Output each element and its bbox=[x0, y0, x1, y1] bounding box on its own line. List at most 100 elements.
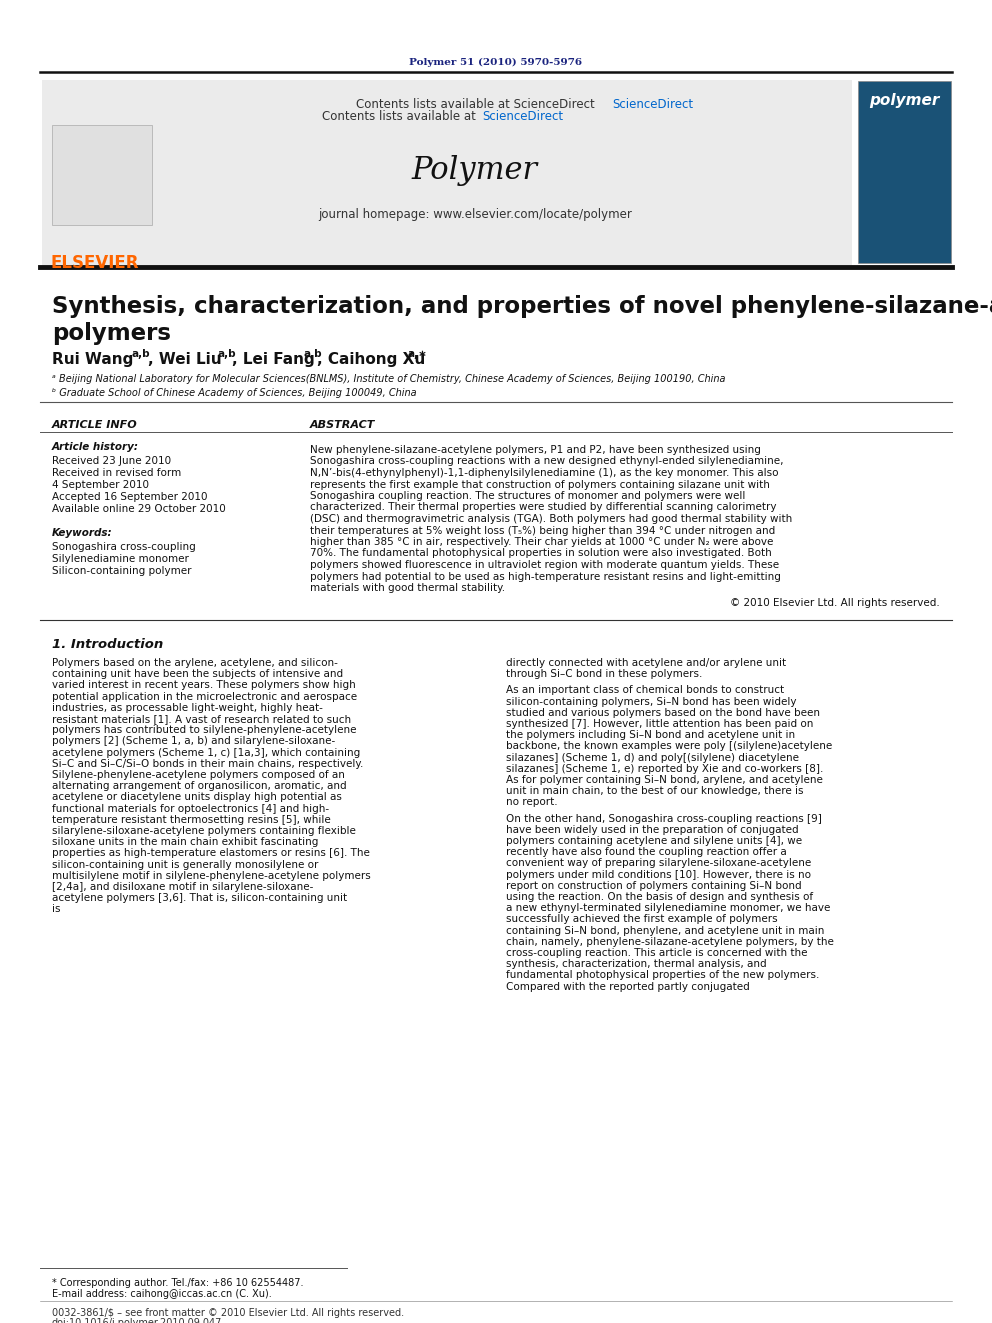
Text: acetylene polymers (Scheme 1, c) [1a,3], which containing: acetylene polymers (Scheme 1, c) [1a,3],… bbox=[52, 747, 360, 758]
Text: temperature resistant thermosetting resins [5], while: temperature resistant thermosetting resi… bbox=[52, 815, 330, 824]
Text: polymers containing acetylene and silylene units [4], we: polymers containing acetylene and silyle… bbox=[506, 836, 803, 845]
Text: studied and various polymers based on the bond have been: studied and various polymers based on th… bbox=[506, 708, 820, 718]
Bar bbox=[42, 79, 852, 265]
Text: materials with good thermal stability.: materials with good thermal stability. bbox=[310, 583, 505, 593]
Text: Polymer 51 (2010) 5970-5976: Polymer 51 (2010) 5970-5976 bbox=[410, 58, 582, 67]
Text: Silylene-phenylene-acetylene polymers composed of an: Silylene-phenylene-acetylene polymers co… bbox=[52, 770, 345, 781]
Text: Synthesis, characterization, and properties of novel phenylene-silazane-acetylen: Synthesis, characterization, and propert… bbox=[52, 295, 992, 318]
Text: silazanes] (Scheme 1, e) reported by Xie and co-workers [8].: silazanes] (Scheme 1, e) reported by Xie… bbox=[506, 763, 823, 774]
Text: * Corresponding author. Tel./fax: +86 10 62554487.: * Corresponding author. Tel./fax: +86 10… bbox=[52, 1278, 304, 1289]
Text: a,b: a,b bbox=[132, 349, 151, 359]
Text: polymers has contributed to silylene-phenylene-acetylene: polymers has contributed to silylene-phe… bbox=[52, 725, 356, 736]
Text: , Caihong Xu: , Caihong Xu bbox=[317, 352, 426, 366]
Text: Rui Wang: Rui Wang bbox=[52, 352, 133, 366]
Text: ELSEVIER: ELSEVIER bbox=[51, 254, 139, 273]
Bar bbox=[42, 105, 170, 261]
Text: a,b: a,b bbox=[218, 349, 237, 359]
Text: properties as high-temperature elastomers or resins [6]. The: properties as high-temperature elastomer… bbox=[52, 848, 370, 859]
Text: As an important class of chemical bonds to construct: As an important class of chemical bonds … bbox=[506, 685, 784, 696]
Text: functional materials for optoelectronics [4] and high-: functional materials for optoelectronics… bbox=[52, 803, 329, 814]
Text: have been widely used in the preparation of conjugated: have been widely used in the preparation… bbox=[506, 824, 799, 835]
Text: represents the first example that construction of polymers containing silazane u: represents the first example that constr… bbox=[310, 479, 770, 490]
Text: 0032-3861/$ – see front matter © 2010 Elsevier Ltd. All rights reserved.: 0032-3861/$ – see front matter © 2010 El… bbox=[52, 1308, 404, 1318]
Text: 4 September 2010: 4 September 2010 bbox=[52, 480, 149, 490]
Text: characterized. Their thermal properties were studied by differential scanning ca: characterized. Their thermal properties … bbox=[310, 503, 777, 512]
Text: polymers: polymers bbox=[52, 321, 171, 345]
Text: directly connected with acetylene and/or arylene unit: directly connected with acetylene and/or… bbox=[506, 658, 786, 668]
Text: Received 23 June 2010: Received 23 June 2010 bbox=[52, 456, 172, 466]
Text: fundamental photophysical properties of the new polymers.: fundamental photophysical properties of … bbox=[506, 970, 819, 980]
Text: polymers under mild conditions [10]. However, there is no: polymers under mild conditions [10]. How… bbox=[506, 869, 811, 880]
Text: polymers had potential to be used as high-temperature resistant resins and light: polymers had potential to be used as hig… bbox=[310, 572, 781, 582]
Text: silicon-containing polymers, Si–N bond has been widely: silicon-containing polymers, Si–N bond h… bbox=[506, 697, 797, 706]
Text: varied interest in recent years. These polymers show high: varied interest in recent years. These p… bbox=[52, 680, 356, 691]
Text: a new ethynyl-terminated silylenediamine monomer, we have: a new ethynyl-terminated silylenediamine… bbox=[506, 904, 830, 913]
Text: polymer: polymer bbox=[869, 93, 939, 108]
Text: report on construction of polymers containing Si–N bond: report on construction of polymers conta… bbox=[506, 881, 802, 890]
Text: silazanes] (Scheme 1, d) and poly[(silylene) diacetylene: silazanes] (Scheme 1, d) and poly[(silyl… bbox=[506, 753, 799, 762]
Text: containing Si–N bond, phenylene, and acetylene unit in main: containing Si–N bond, phenylene, and ace… bbox=[506, 926, 824, 935]
Text: is: is bbox=[52, 905, 61, 914]
Text: Polymer: Polymer bbox=[412, 155, 538, 187]
Text: Silicon-containing polymer: Silicon-containing polymer bbox=[52, 566, 191, 576]
Text: synthesis, characterization, thermal analysis, and: synthesis, characterization, thermal ana… bbox=[506, 959, 767, 970]
Text: , Lei Fang: , Lei Fang bbox=[232, 352, 314, 366]
Text: resistant materials [1]. A vast of research related to such: resistant materials [1]. A vast of resea… bbox=[52, 714, 351, 724]
Text: containing unit have been the subjects of intensive and: containing unit have been the subjects o… bbox=[52, 669, 343, 679]
Bar bbox=[858, 81, 951, 263]
Text: journal homepage: www.elsevier.com/locate/polymer: journal homepage: www.elsevier.com/locat… bbox=[318, 208, 632, 221]
Text: Sonogashira coupling reaction. The structures of monomer and polymers were well: Sonogashira coupling reaction. The struc… bbox=[310, 491, 745, 501]
Text: 70%. The fundamental photophysical properties in solution were also investigated: 70%. The fundamental photophysical prope… bbox=[310, 549, 772, 558]
Text: alternating arrangement of organosilicon, aromatic, and: alternating arrangement of organosilicon… bbox=[52, 781, 346, 791]
Text: industries, as processable light-weight, highly heat-: industries, as processable light-weight,… bbox=[52, 703, 322, 713]
Text: higher than 385 °C in air, respectively. Their char yields at 1000 °C under N₂ w: higher than 385 °C in air, respectively.… bbox=[310, 537, 774, 546]
Text: cross-coupling reaction. This article is concerned with the: cross-coupling reaction. This article is… bbox=[506, 949, 807, 958]
Text: polymers [2] (Scheme 1, a, b) and silarylene-siloxane-: polymers [2] (Scheme 1, a, b) and silary… bbox=[52, 737, 335, 746]
Text: siloxane units in the main chain exhibit fascinating: siloxane units in the main chain exhibit… bbox=[52, 837, 318, 847]
Text: Polymers based on the arylene, acetylene, and silicon-: Polymers based on the arylene, acetylene… bbox=[52, 658, 338, 668]
Text: (DSC) and thermogravimetric analysis (TGA). Both polymers had good thermal stabi: (DSC) and thermogravimetric analysis (TG… bbox=[310, 515, 793, 524]
Text: polymers showed fluorescence in ultraviolet region with moderate quantum yields.: polymers showed fluorescence in ultravio… bbox=[310, 560, 779, 570]
Text: the polymers including Si–N bond and acetylene unit in: the polymers including Si–N bond and ace… bbox=[506, 730, 796, 740]
Text: ScienceDirect: ScienceDirect bbox=[482, 110, 563, 123]
Text: through Si–C bond in these polymers.: through Si–C bond in these polymers. bbox=[506, 669, 702, 679]
Text: convenient way of preparing silarylene-siloxane-acetylene: convenient way of preparing silarylene-s… bbox=[506, 859, 811, 868]
Text: silarylene-siloxane-acetylene polymers containing flexible: silarylene-siloxane-acetylene polymers c… bbox=[52, 826, 356, 836]
Text: E-mail address: caihong@iccas.ac.cn (C. Xu).: E-mail address: caihong@iccas.ac.cn (C. … bbox=[52, 1289, 272, 1299]
Text: silicon-containing unit is generally monosilylene or: silicon-containing unit is generally mon… bbox=[52, 860, 318, 869]
Text: ᵃ Beijing National Laboratory for Molecular Sciences(BNLMS), Institute of Chemis: ᵃ Beijing National Laboratory for Molecu… bbox=[52, 374, 725, 384]
Text: potential application in the microelectronic and aerospace: potential application in the microelectr… bbox=[52, 692, 357, 701]
Text: Contents lists available at: Contents lists available at bbox=[322, 110, 480, 123]
Text: On the other hand, Sonogashira cross-coupling reactions [9]: On the other hand, Sonogashira cross-cou… bbox=[506, 814, 822, 824]
Text: their temperatures at 5% weight loss (T₅%) being higher than 394 °C under nitrog: their temperatures at 5% weight loss (T₅… bbox=[310, 525, 776, 536]
Text: ARTICLE INFO: ARTICLE INFO bbox=[52, 419, 138, 430]
Text: multisilylene motif in silylene-phenylene-acetylene polymers: multisilylene motif in silylene-phenylen… bbox=[52, 871, 371, 881]
Text: Sonogashira cross-coupling reactions with a new designed ethynyl-ended silylened: Sonogashira cross-coupling reactions wit… bbox=[310, 456, 784, 467]
Text: acetylene polymers [3,6]. That is, silicon-containing unit: acetylene polymers [3,6]. That is, silic… bbox=[52, 893, 347, 904]
Text: New phenylene-silazane-acetylene polymers, P1 and P2, have been synthesized usin: New phenylene-silazane-acetylene polymer… bbox=[310, 445, 761, 455]
Text: Si–C and Si–C/Si–O bonds in their main chains, respectively.: Si–C and Si–C/Si–O bonds in their main c… bbox=[52, 759, 363, 769]
Text: Sonogashira cross-coupling: Sonogashira cross-coupling bbox=[52, 542, 195, 552]
Text: , Wei Liu: , Wei Liu bbox=[148, 352, 221, 366]
Text: Keywords:: Keywords: bbox=[52, 528, 113, 538]
Text: Received in revised form: Received in revised form bbox=[52, 468, 182, 478]
Text: a,∗: a,∗ bbox=[408, 349, 428, 359]
Text: synthesized [7]. However, little attention has been paid on: synthesized [7]. However, little attenti… bbox=[506, 718, 813, 729]
Text: 1. Introduction: 1. Introduction bbox=[52, 638, 164, 651]
Text: ᵇ Graduate School of Chinese Academy of Sciences, Beijing 100049, China: ᵇ Graduate School of Chinese Academy of … bbox=[52, 388, 417, 398]
Text: Available online 29 October 2010: Available online 29 October 2010 bbox=[52, 504, 226, 515]
Text: As for polymer containing Si–N bond, arylene, and acetylene: As for polymer containing Si–N bond, ary… bbox=[506, 775, 823, 785]
Text: using the reaction. On the basis of design and synthesis of: using the reaction. On the basis of desi… bbox=[506, 892, 813, 902]
Text: doi:10.1016/j.polymer.2010.09.047: doi:10.1016/j.polymer.2010.09.047 bbox=[52, 1318, 222, 1323]
Text: acetylene or diacetylene units display high potential as: acetylene or diacetylene units display h… bbox=[52, 792, 342, 803]
Text: ABSTRACT: ABSTRACT bbox=[310, 419, 375, 430]
Text: recently have also found the coupling reaction offer a: recently have also found the coupling re… bbox=[506, 847, 787, 857]
Text: N,N’-bis(4-ethynylphenyl)-1,1-diphenylsilylenediamine (1), as the key monomer. T: N,N’-bis(4-ethynylphenyl)-1,1-diphenylsi… bbox=[310, 468, 779, 478]
Text: backbone, the known examples were poly [(silylene)acetylene: backbone, the known examples were poly [… bbox=[506, 741, 832, 751]
Text: Silylenediamine monomer: Silylenediamine monomer bbox=[52, 554, 188, 564]
Bar bbox=[170, 97, 820, 115]
Text: successfully achieved the first example of polymers: successfully achieved the first example … bbox=[506, 914, 778, 925]
Text: chain, namely, phenylene-silazane-acetylene polymers, by the: chain, namely, phenylene-silazane-acetyl… bbox=[506, 937, 834, 947]
Text: ScienceDirect: ScienceDirect bbox=[612, 98, 693, 111]
Text: no report.: no report. bbox=[506, 798, 558, 807]
